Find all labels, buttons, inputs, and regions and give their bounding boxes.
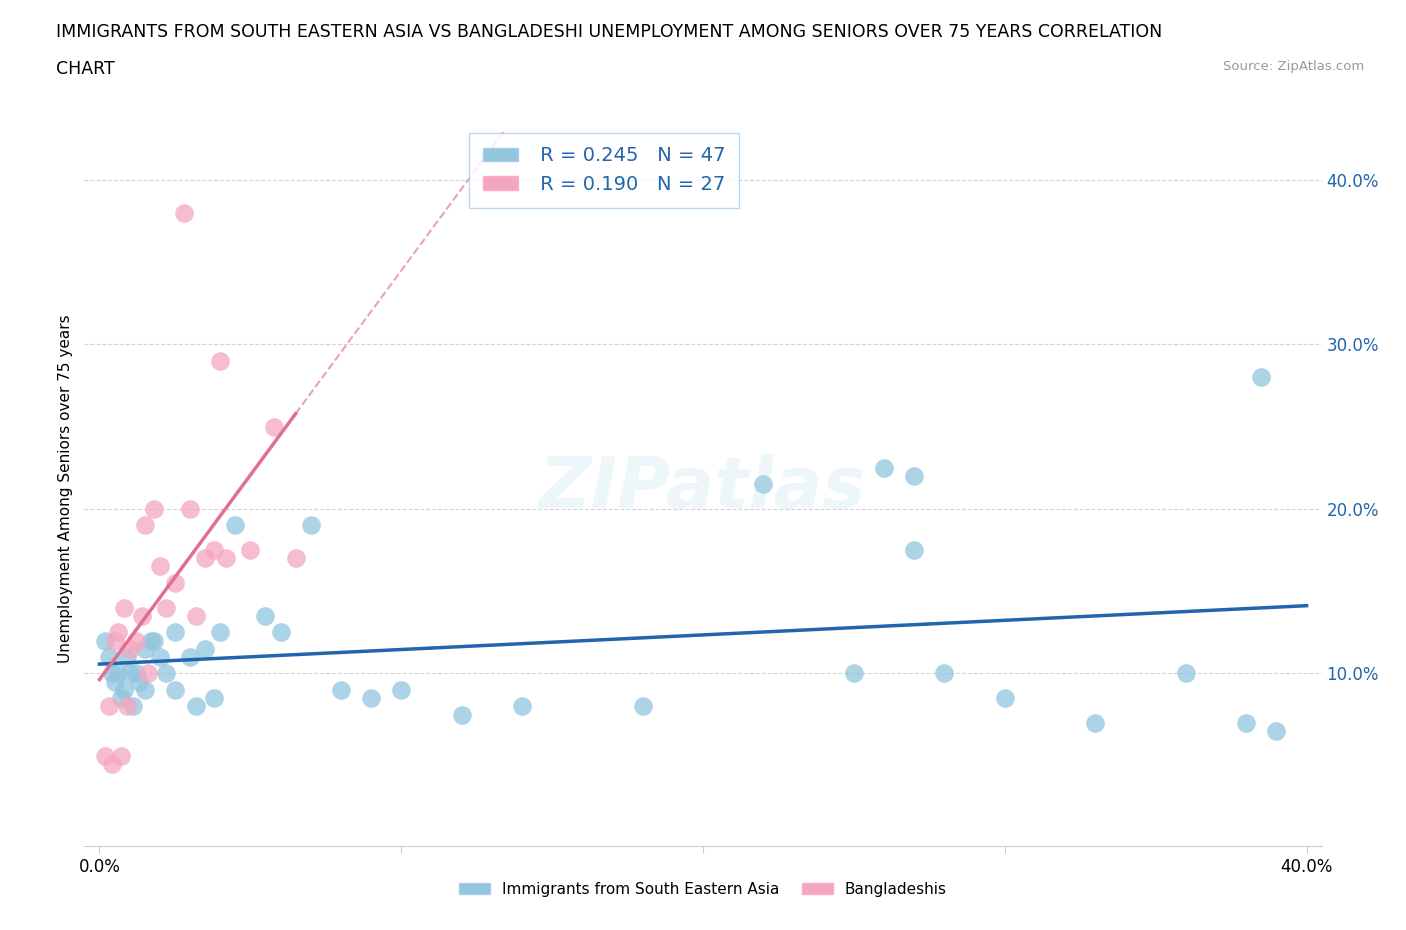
Point xyxy=(149,649,172,664)
Point xyxy=(110,691,132,706)
Point xyxy=(194,642,217,657)
Point xyxy=(107,625,129,640)
Point xyxy=(173,206,195,220)
Point xyxy=(115,649,138,664)
Point xyxy=(103,674,125,689)
Point xyxy=(903,542,925,557)
Point xyxy=(194,551,217,565)
Point xyxy=(128,674,150,689)
Point xyxy=(142,501,165,516)
Point xyxy=(1234,715,1257,730)
Point xyxy=(112,600,135,615)
Text: ZIPatlas: ZIPatlas xyxy=(540,454,866,523)
Point xyxy=(215,551,238,565)
Point xyxy=(184,608,207,623)
Point xyxy=(994,691,1017,706)
Legend: Immigrants from South Eastern Asia, Bangladeshis: Immigrants from South Eastern Asia, Bang… xyxy=(453,876,953,903)
Point xyxy=(903,469,925,484)
Point xyxy=(136,666,159,681)
Point xyxy=(202,691,225,706)
Point xyxy=(94,633,117,648)
Point xyxy=(149,559,172,574)
Point xyxy=(124,633,146,648)
Point xyxy=(1250,370,1272,385)
Point xyxy=(124,666,146,681)
Point xyxy=(254,608,277,623)
Point xyxy=(239,542,262,557)
Point xyxy=(873,460,896,475)
Point xyxy=(1265,724,1288,738)
Point xyxy=(299,518,322,533)
Text: CHART: CHART xyxy=(56,60,115,78)
Text: Source: ZipAtlas.com: Source: ZipAtlas.com xyxy=(1223,60,1364,73)
Point xyxy=(103,633,125,648)
Point xyxy=(1174,666,1197,681)
Point xyxy=(934,666,956,681)
Point xyxy=(118,666,141,681)
Point xyxy=(115,699,138,714)
Point xyxy=(1084,715,1107,730)
Point xyxy=(131,608,153,623)
Point xyxy=(134,518,156,533)
Point xyxy=(842,666,865,681)
Point xyxy=(163,683,186,698)
Point xyxy=(110,749,132,764)
Point xyxy=(107,666,129,681)
Point xyxy=(270,625,292,640)
Y-axis label: Unemployment Among Seniors over 75 years: Unemployment Among Seniors over 75 years xyxy=(58,314,73,662)
Point xyxy=(360,691,382,706)
Point xyxy=(202,542,225,557)
Point xyxy=(163,625,186,640)
Point xyxy=(284,551,307,565)
Point xyxy=(752,477,775,492)
Point xyxy=(142,633,165,648)
Point xyxy=(134,683,156,698)
Point xyxy=(209,625,232,640)
Point xyxy=(179,501,201,516)
Point xyxy=(179,649,201,664)
Point xyxy=(100,666,122,681)
Point xyxy=(631,699,654,714)
Point xyxy=(155,666,177,681)
Point xyxy=(139,633,162,648)
Point xyxy=(510,699,533,714)
Point xyxy=(184,699,207,714)
Point xyxy=(118,642,141,657)
Point xyxy=(121,699,143,714)
Point xyxy=(100,756,122,771)
Point xyxy=(389,683,412,698)
Point xyxy=(450,707,472,722)
Point xyxy=(263,419,285,434)
Point xyxy=(97,699,120,714)
Point xyxy=(112,683,135,698)
Point xyxy=(97,649,120,664)
Point xyxy=(224,518,246,533)
Point xyxy=(163,576,186,591)
Text: IMMIGRANTS FROM SOUTH EASTERN ASIA VS BANGLADESHI UNEMPLOYMENT AMONG SENIORS OVE: IMMIGRANTS FROM SOUTH EASTERN ASIA VS BA… xyxy=(56,23,1163,41)
Point xyxy=(329,683,352,698)
Point xyxy=(209,353,232,368)
Point xyxy=(94,749,117,764)
Point xyxy=(155,600,177,615)
Point xyxy=(134,642,156,657)
